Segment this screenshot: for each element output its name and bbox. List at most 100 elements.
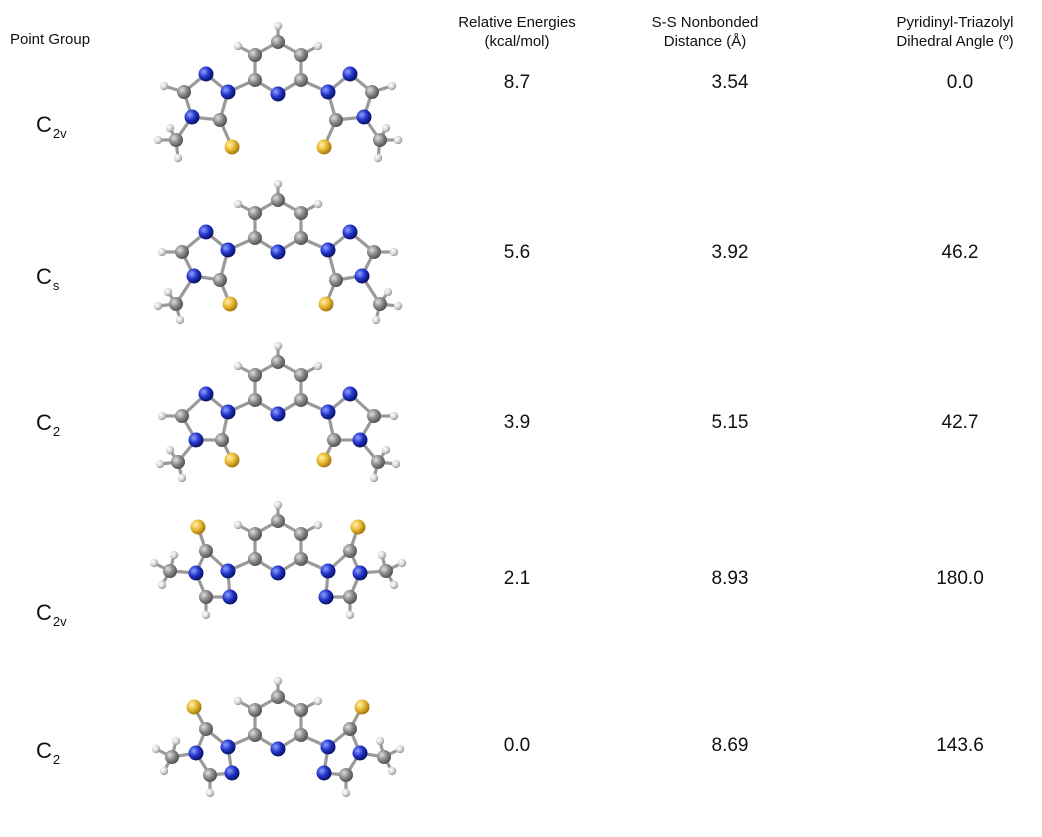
sulfur-atom [316, 139, 332, 155]
header-relative-energies-line1: Relative Energies [458, 14, 576, 31]
hydrogen-atom [177, 473, 187, 483]
hydrogen-atom [273, 179, 283, 189]
hydrogen-atom [201, 610, 211, 620]
hydrogen-atom [169, 550, 179, 560]
ss-distance-value: 3.54 [711, 72, 749, 93]
relative-energy-value: 0.0 [503, 735, 531, 756]
carbon-atom [175, 245, 189, 259]
carbon-atom [294, 728, 308, 742]
nitrogen-atom [270, 86, 286, 102]
nitrogen-atom [220, 404, 236, 420]
carbon-atom [248, 48, 262, 62]
nitrogen-atom [184, 109, 200, 125]
carbon-atom [213, 113, 227, 127]
hydrogen-atom [233, 361, 243, 371]
nitrogen-atom [352, 432, 368, 448]
nitrogen-atom [198, 224, 214, 240]
nitrogen-atom [220, 242, 236, 258]
point-group: Cs [36, 264, 59, 293]
nitrogen-atom [316, 765, 332, 781]
hydrogen-atom [391, 459, 401, 469]
hydrogen-atom [381, 445, 391, 455]
nitrogen-atom [270, 244, 286, 260]
carbon-atom [248, 552, 262, 566]
carbon-atom [248, 231, 262, 245]
sulfur-atom [316, 452, 332, 468]
ss-distance-value: 3.92 [711, 242, 749, 263]
sulfur-atom [222, 296, 238, 312]
sulfur-atom [354, 699, 370, 715]
hydrogen-atom [233, 696, 243, 706]
hydrogen-atom [313, 41, 323, 51]
hydrogen-atom [313, 361, 323, 371]
nitrogen-atom [270, 741, 286, 757]
hydrogen-atom [165, 445, 175, 455]
sulfur-atom [350, 519, 366, 535]
carbon-atom [177, 85, 191, 99]
hydrogen-atom [313, 199, 323, 209]
point-group-sub: s [52, 278, 60, 293]
carbon-atom [294, 368, 308, 382]
nitrogen-atom [220, 84, 236, 100]
carbon-atom [199, 590, 213, 604]
hydrogen-atom [387, 81, 397, 91]
carbon-atom [365, 85, 379, 99]
carbon-atom [248, 206, 262, 220]
carbon-atom [327, 433, 341, 447]
hydrogen-atom [205, 788, 215, 798]
hydrogen-atom [233, 520, 243, 530]
sulfur-atom [186, 699, 202, 715]
ss-distance-value: 8.93 [711, 568, 749, 589]
hydrogen-atom [233, 199, 243, 209]
header-ss-distance-line1: S-S Nonbonded [651, 14, 759, 31]
hydrogen-atom [377, 550, 387, 560]
hydrogen-atom [157, 580, 167, 590]
carbon-atom [199, 722, 213, 736]
nitrogen-atom [320, 404, 336, 420]
point-group-main: C [36, 738, 52, 763]
point-group-main: C [36, 112, 52, 137]
hydrogen-atom [171, 736, 181, 746]
header-point-group: Point Group [10, 30, 90, 49]
carbon-atom [343, 590, 357, 604]
conformer-row: C2 3.9 5.15 42.7 [0, 340, 1042, 490]
conformer-row: C2 0.0 8.69 143.6 [0, 655, 1042, 805]
carbon-atom [294, 527, 308, 541]
hydrogen-atom [345, 610, 355, 620]
nitrogen-atom [188, 745, 204, 761]
nitrogen-atom [188, 565, 204, 581]
header-dihedral-line1: Pyridinyl-Triazolyl [896, 14, 1014, 31]
header-dihedral: Pyridinyl-Triazolyl Dihedral Angle (º) [865, 13, 1042, 51]
hydrogen-atom [153, 301, 163, 311]
hydrogen-atom [371, 315, 381, 325]
molecule-structure [153, 21, 403, 163]
carbon-atom [377, 750, 391, 764]
hydrogen-atom [151, 744, 161, 754]
sulfur-atom [224, 452, 240, 468]
hydrogen-atom [155, 459, 165, 469]
nitrogen-atom [320, 242, 336, 258]
carbon-atom [248, 73, 262, 87]
header-point-group-label: Point Group [10, 31, 91, 48]
carbon-atom [271, 35, 285, 49]
carbon-atom [367, 409, 381, 423]
relative-energy-value: 3.9 [503, 412, 531, 433]
hydrogen-atom [163, 287, 173, 297]
hydrogen-atom [273, 500, 283, 510]
hydrogen-atom [373, 153, 383, 163]
hydrogen-atom [393, 301, 403, 311]
point-group: C2v [36, 600, 67, 629]
nitrogen-atom [356, 109, 372, 125]
point-group-sub: 2v [52, 614, 67, 629]
nitrogen-atom [220, 563, 236, 579]
conformer-row: Cs 5.6 3.92 46.2 [0, 170, 1042, 325]
nitrogen-atom [186, 268, 202, 284]
carbon-atom [163, 564, 177, 578]
carbon-atom [343, 544, 357, 558]
header-dihedral-line2: Dihedral Angle (º) [896, 33, 1014, 50]
carbon-atom [294, 73, 308, 87]
carbon-atom [379, 564, 393, 578]
nitrogen-atom [224, 765, 240, 781]
point-group-sub: 2 [52, 752, 61, 767]
nitrogen-atom [270, 406, 286, 422]
